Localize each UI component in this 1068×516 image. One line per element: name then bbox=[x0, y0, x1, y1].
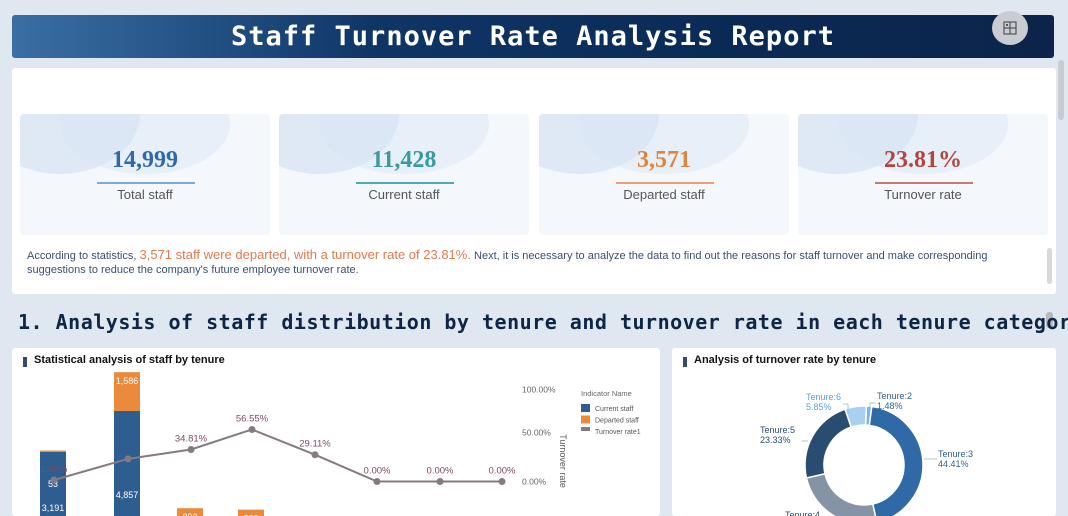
bar-current bbox=[114, 411, 140, 516]
summary-text: According to statistics, 3,571 staff wer… bbox=[27, 247, 988, 277]
turnover-point bbox=[187, 445, 195, 453]
y2-axis-label: Turnover rate bbox=[558, 434, 568, 488]
report-title: Staff Turnover Rate Analysis Report bbox=[231, 21, 835, 52]
grid-icon bbox=[1003, 21, 1017, 35]
kpi-underline bbox=[616, 182, 714, 184]
bar-departed bbox=[238, 509, 264, 516]
legend-item[interactable]: Turnover rate1 bbox=[595, 429, 641, 436]
tenure-staff-title: Statistical analysis of staff by tenure bbox=[22, 354, 225, 367]
bar-label-departed: 890 bbox=[182, 512, 197, 516]
legend-swatch[interactable] bbox=[581, 427, 590, 431]
donut-label-name: Tenure:5 bbox=[760, 425, 795, 435]
kpi-value: 3,571 bbox=[637, 147, 691, 173]
bar-departed bbox=[40, 450, 66, 452]
kpi-card-3: 3,571 Departed staff bbox=[539, 114, 789, 235]
donut-label-name: Tenure:6 bbox=[806, 392, 841, 402]
bar-label-departed: 833 bbox=[243, 514, 258, 516]
report-header: Staff Turnover Rate Analysis Report bbox=[12, 15, 1054, 58]
donut-slice bbox=[804, 408, 853, 479]
section-scroll-handle[interactable] bbox=[1046, 312, 1053, 328]
legend-item[interactable]: Current staff bbox=[595, 406, 633, 413]
turnover-label: 0.00% bbox=[489, 466, 516, 477]
turnover-point bbox=[498, 478, 506, 485]
donut-label-pct: 23.33% bbox=[760, 435, 791, 445]
turnover-point bbox=[50, 476, 58, 484]
kpi-underline bbox=[875, 182, 973, 184]
tenure-staff-chart: 3,191 53 4,857 1,586 890 833 1.63% 34.81% 56.55%… bbox=[40, 372, 641, 516]
section-title-1: 1. Analysis of staff distribution by ten… bbox=[18, 310, 1068, 334]
legend-swatch[interactable] bbox=[581, 415, 590, 424]
leader-line bbox=[843, 403, 849, 414]
bar-label-current: 4,857 bbox=[116, 490, 139, 500]
legend-title: Indicator Name bbox=[581, 389, 632, 398]
kpi-card-2: 11,428 Current staff bbox=[279, 114, 529, 235]
bar-label-departed: 1,586 bbox=[116, 376, 139, 386]
donut-label-name: Tenure:3 bbox=[938, 449, 973, 459]
kpi-label: Total staff bbox=[117, 187, 173, 202]
summary-highlight: 3,571 staff were departed, with a turnov… bbox=[139, 247, 471, 262]
bar-departed bbox=[114, 372, 140, 412]
tenure-staff-panel: Statistical analysis of staff by tenure … bbox=[12, 348, 660, 516]
legend-swatch[interactable] bbox=[581, 404, 590, 412]
summary-scrollbar[interactable] bbox=[1047, 68, 1052, 294]
turnover-rate-chart: Tenure:21.48% Tenure:344.41% Tenure:523.33… bbox=[760, 391, 973, 516]
donut-label-pct: 1.48% bbox=[877, 401, 903, 411]
donut-label-name: Tenure:4 bbox=[785, 510, 820, 516]
turnover-rate-panel: Analysis of turnover rate by tenure Tenu… bbox=[672, 348, 1056, 516]
bar-current bbox=[40, 451, 66, 516]
donut-label-pct: 44.41% bbox=[938, 459, 969, 469]
kpi-value: 14,999 bbox=[112, 147, 178, 173]
turnover-point bbox=[311, 451, 319, 459]
donut-label-pct: 5.85% bbox=[806, 402, 832, 412]
bar-label-departed: 53 bbox=[48, 479, 58, 489]
kpi-label: Current staff bbox=[368, 187, 440, 202]
kpi-value: 23.81% bbox=[884, 147, 962, 173]
kpi-underline bbox=[356, 182, 454, 184]
y2-tick: 50.00% bbox=[522, 428, 551, 438]
turnover-label: 1.63% bbox=[41, 464, 68, 475]
turnover-label: 34.81% bbox=[175, 433, 208, 444]
grid-menu-button[interactable] bbox=[992, 11, 1028, 45]
kpi-card-1: 14,999 Total staff bbox=[20, 114, 270, 235]
kpi-label: Turnover rate bbox=[884, 187, 962, 202]
turnover-label: 0.00% bbox=[427, 466, 454, 477]
summary-panel: 14,999 Total staff 11,428 Current staff 3,57… bbox=[12, 68, 1056, 294]
legend-item[interactable]: Departed staff bbox=[595, 418, 639, 425]
y2-tick: 0.00% bbox=[522, 477, 547, 487]
kpi-label: Departed staff bbox=[623, 187, 705, 202]
kpi-value: 11,428 bbox=[371, 147, 437, 173]
turnover-point bbox=[436, 478, 444, 485]
donut-slice bbox=[868, 405, 924, 516]
turnover-label: 0.00% bbox=[364, 466, 391, 477]
bar-departed bbox=[177, 508, 203, 516]
page-scrollbar[interactable] bbox=[1058, 60, 1064, 516]
turnover-point bbox=[373, 478, 381, 485]
donut-slice bbox=[844, 405, 868, 429]
kpi-card-4: 23.81% Turnover rate bbox=[798, 114, 1048, 235]
turnover-label: 29.11% bbox=[299, 439, 331, 450]
turnover-point bbox=[248, 425, 256, 433]
donut-label-name: Tenure:2 bbox=[877, 391, 912, 401]
leader-line bbox=[869, 402, 876, 411]
turnover-point bbox=[124, 455, 132, 463]
turnover-rate-title: Analysis of turnover rate by tenure bbox=[682, 354, 876, 367]
turnover-label: 56.55% bbox=[236, 413, 269, 424]
bar-label-current: 3,191 bbox=[42, 503, 65, 513]
kpi-underline bbox=[97, 182, 195, 184]
turnover-line bbox=[53, 428, 502, 483]
y2-tick: 100.00% bbox=[522, 385, 556, 395]
